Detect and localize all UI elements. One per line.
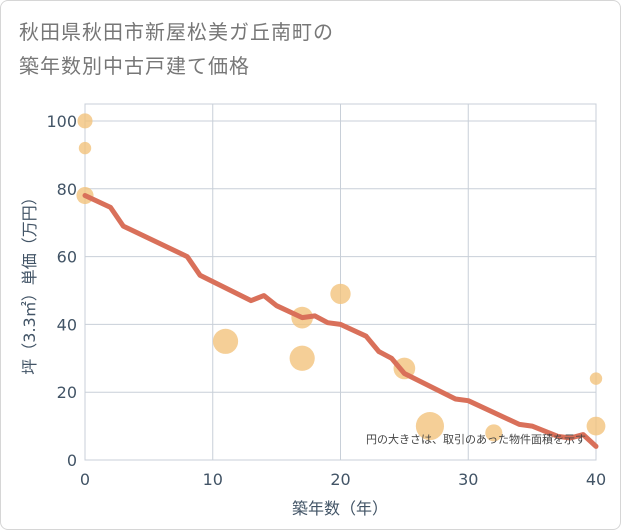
x-tick-label: 10 [203,470,223,489]
y-tick-label: 80 [57,180,77,199]
x-axis-label: 築年数（年） [292,499,388,518]
chart-title: 秋田県秋田市新屋松美ガ丘南町の 築年数別中古戸建て価格 [19,15,439,83]
chart-title-line-1: 秋田県秋田市新屋松美ガ丘南町の [19,20,334,44]
y-tick-label: 100 [46,112,77,131]
x-tick-label: 30 [458,470,478,489]
data-bubble [330,283,351,305]
data-bubble [289,345,315,371]
y-tick-label: 60 [57,248,77,267]
chart-title-line-2: 築年数別中古戸建て価格 [19,54,250,78]
x-tick-label: 0 [80,470,90,489]
y-tick-label: 20 [57,383,77,402]
x-tick-label: 20 [330,470,350,489]
bubble-size-note: 円の大きさは、取引のあった物件面積を示す [366,432,586,446]
data-bubble [212,328,239,354]
y-axis-label: 坪（3.3㎡）単価（万円） [20,189,39,374]
x-tick-label: 40 [586,470,606,489]
y-tick-label: 0 [67,451,77,470]
data-bubble [589,372,603,385]
data-bubble [485,424,503,442]
data-bubble [586,416,606,436]
y-tick-label: 40 [57,315,77,334]
grid-lines [84,104,597,461]
data-bubble [77,113,93,129]
data-bubble [78,141,92,155]
axis-ticks: 0 10 20 30 40 0 20 40 60 80 100 [46,112,606,489]
data-bubble [415,412,445,441]
trend-line [82,193,599,449]
